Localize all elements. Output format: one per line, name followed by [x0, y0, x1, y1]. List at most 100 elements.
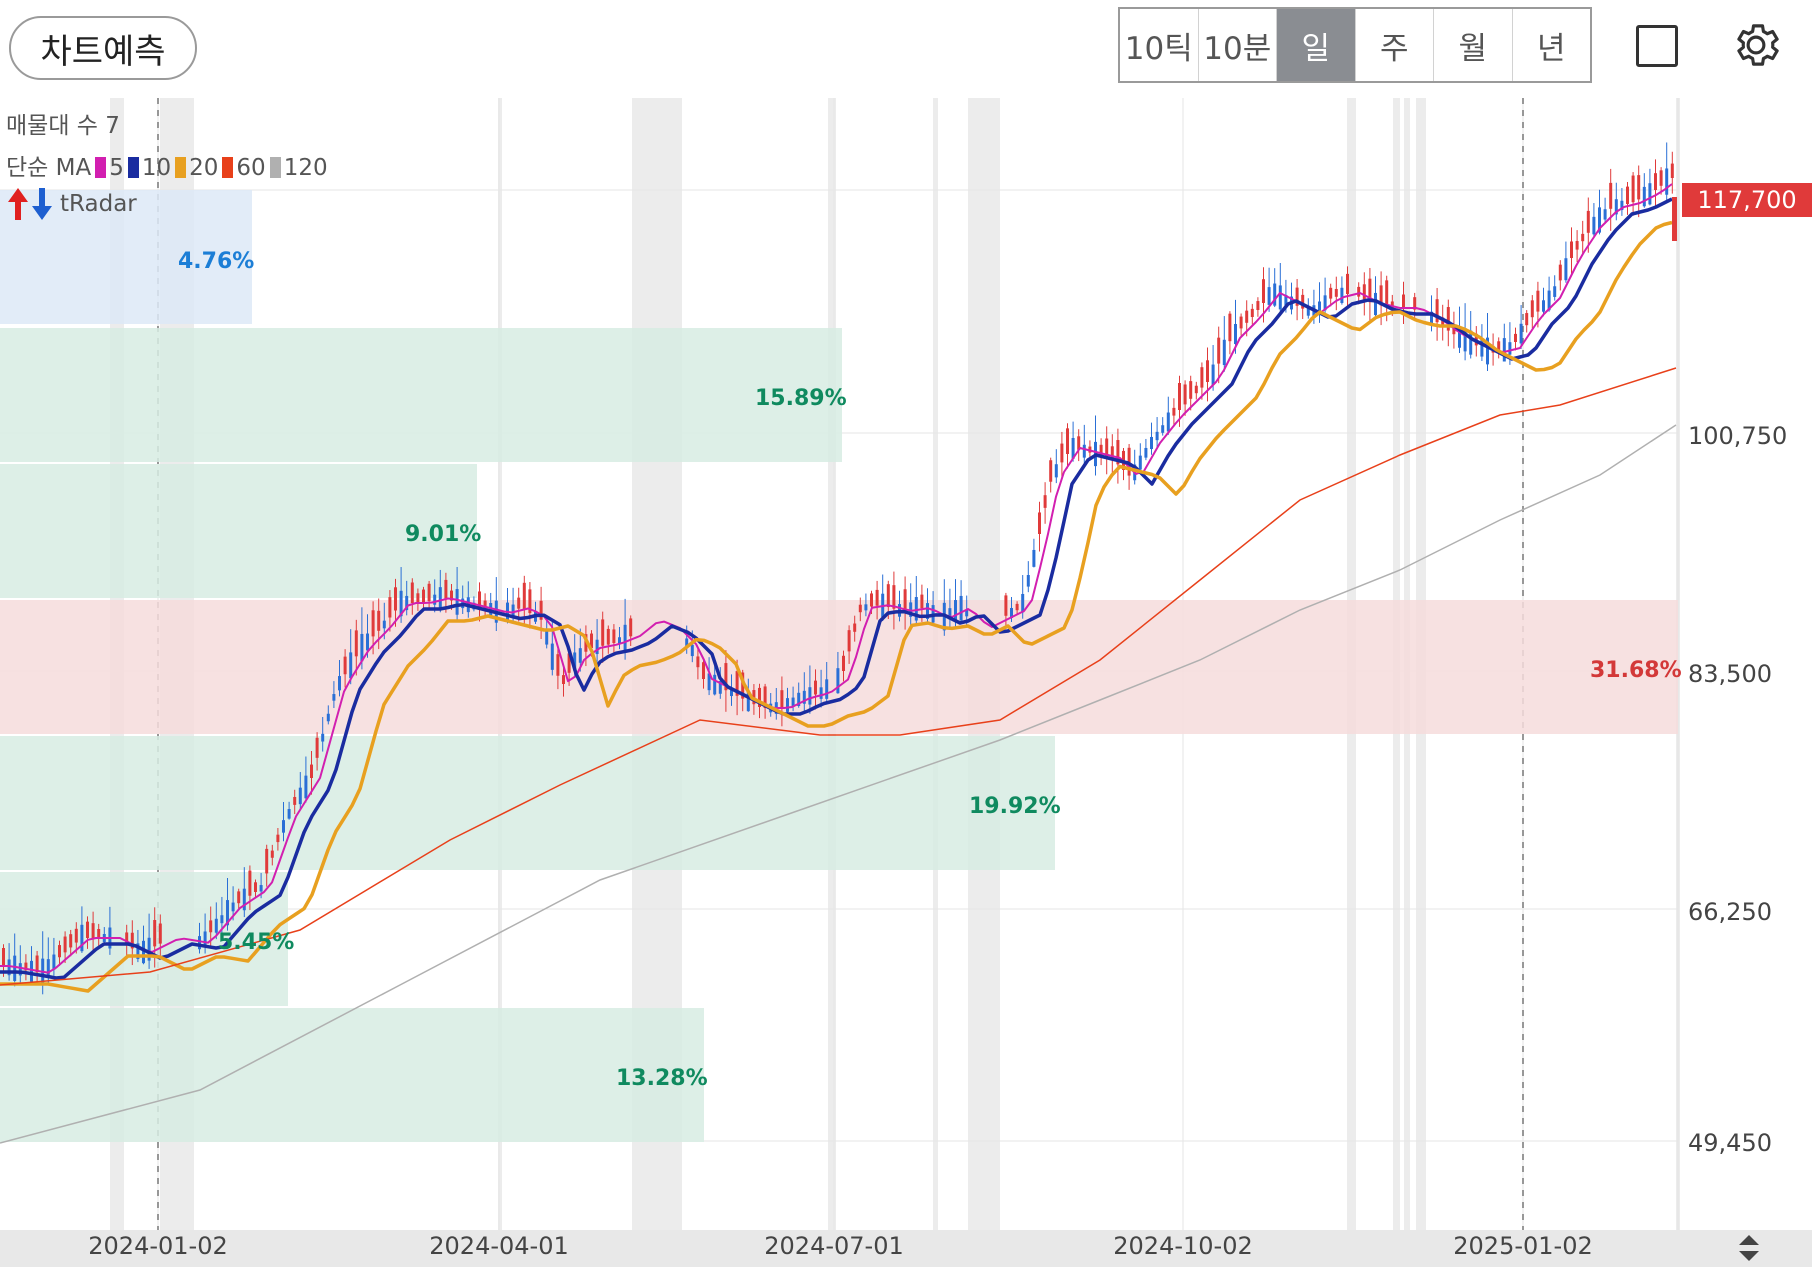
candle-up [130, 932, 134, 949]
candle-down [1155, 431, 1159, 441]
candle-down [1222, 339, 1226, 366]
volume-profile-zone [0, 464, 477, 598]
candle-down [1306, 307, 1310, 316]
period-10min[interactable]: 10분 [1199, 9, 1277, 81]
candle-down [836, 668, 840, 694]
candle-up [377, 610, 381, 631]
period-week[interactable]: 주 [1356, 9, 1434, 81]
candle-down [926, 603, 929, 619]
x-tick-label: 2024-04-01 [429, 1232, 569, 1260]
candle-down [578, 648, 582, 663]
candle-down [1211, 364, 1215, 386]
volume-profile-legend: 매물대 수 7 [6, 113, 120, 139]
gear-icon[interactable] [1729, 18, 1783, 72]
candle-up [1329, 287, 1333, 299]
candle-down [1234, 323, 1237, 345]
last-candle [1672, 197, 1677, 241]
candle-down [1502, 338, 1506, 362]
candle-down [954, 600, 957, 622]
candle-down [1026, 575, 1030, 587]
candle-down [797, 692, 801, 707]
candle-down [1323, 295, 1327, 311]
resize-handle-icon[interactable] [1734, 1233, 1764, 1263]
candle-up [1004, 595, 1008, 616]
candle-up [410, 582, 414, 603]
candle-up [1368, 278, 1372, 303]
candle-up [1334, 288, 1338, 297]
candle-up [1066, 428, 1069, 454]
candle-down [13, 955, 17, 981]
candle-down [349, 652, 353, 679]
candle-up [853, 623, 857, 632]
candle-up [158, 923, 162, 944]
candle-down [1430, 311, 1433, 325]
candle-down [545, 630, 549, 645]
candle-up [1105, 438, 1109, 457]
period-year[interactable]: 년 [1536, 30, 1566, 67]
candle-up [1194, 385, 1198, 394]
candle-up [354, 630, 358, 657]
zone-percent-label: 19.92% [969, 794, 1061, 819]
candle-up [567, 653, 571, 673]
candle-down [1620, 200, 1624, 211]
candle-down [959, 595, 963, 621]
square-icon[interactable] [1636, 25, 1678, 67]
candle-down [259, 885, 263, 892]
zone-percent-label: 15.89% [755, 386, 847, 411]
candle-up [724, 663, 728, 691]
candle-up [606, 628, 610, 645]
candle-down [1267, 287, 1271, 305]
candle-down [147, 937, 151, 961]
candle-up [1631, 175, 1635, 203]
candle-up [1530, 300, 1534, 318]
candle-up [1043, 495, 1047, 508]
chart-prediction-button[interactable]: 차트예측 [9, 16, 197, 80]
candle-down [332, 694, 336, 701]
candle-up [780, 690, 784, 708]
y-tick-label: 100,750 [1688, 422, 1788, 450]
ma60-line [0, 367, 1677, 986]
candle-down [1284, 294, 1288, 306]
x-axis [0, 1230, 1812, 1267]
period-10tick[interactable]: 10틱 [1120, 9, 1199, 81]
candle-up [858, 604, 862, 613]
candle-up [248, 870, 252, 896]
candle-down [338, 676, 341, 691]
candle-down [136, 943, 140, 960]
candle-up [97, 929, 101, 938]
candle-up [1262, 279, 1265, 303]
candle-up [125, 932, 129, 946]
candle-up [758, 687, 761, 707]
ma120-label: 120 [283, 155, 328, 181]
candle-up [74, 928, 78, 943]
candle-up [416, 593, 420, 603]
price-chart[interactable] [0, 98, 1812, 1230]
candle-up [1077, 436, 1081, 450]
ma10-swatch [127, 157, 139, 178]
candle-down [226, 900, 229, 926]
candle-down [1010, 607, 1013, 619]
candle-up [763, 686, 767, 708]
candle-up [1200, 367, 1204, 388]
candle-up [450, 590, 453, 601]
candle-up [315, 737, 319, 758]
candle-up [422, 589, 425, 603]
candle-down [298, 787, 302, 805]
candle-down [52, 954, 56, 970]
candle-down [142, 940, 145, 964]
candle-up [1525, 313, 1529, 326]
candle-up [1581, 233, 1585, 242]
zone-percent-label: 13.28% [616, 1066, 708, 1091]
period-month[interactable]: 월 [1434, 9, 1513, 81]
candle-up [427, 583, 431, 602]
candle-down [713, 674, 717, 695]
period-day[interactable]: 일 [1277, 9, 1356, 81]
candle-up [1570, 241, 1573, 258]
candle-down [360, 633, 364, 662]
candle-up [522, 582, 526, 610]
candle-up [276, 834, 280, 843]
candle-down [382, 620, 386, 629]
candle-down [808, 687, 812, 705]
candle-up [1362, 284, 1366, 300]
